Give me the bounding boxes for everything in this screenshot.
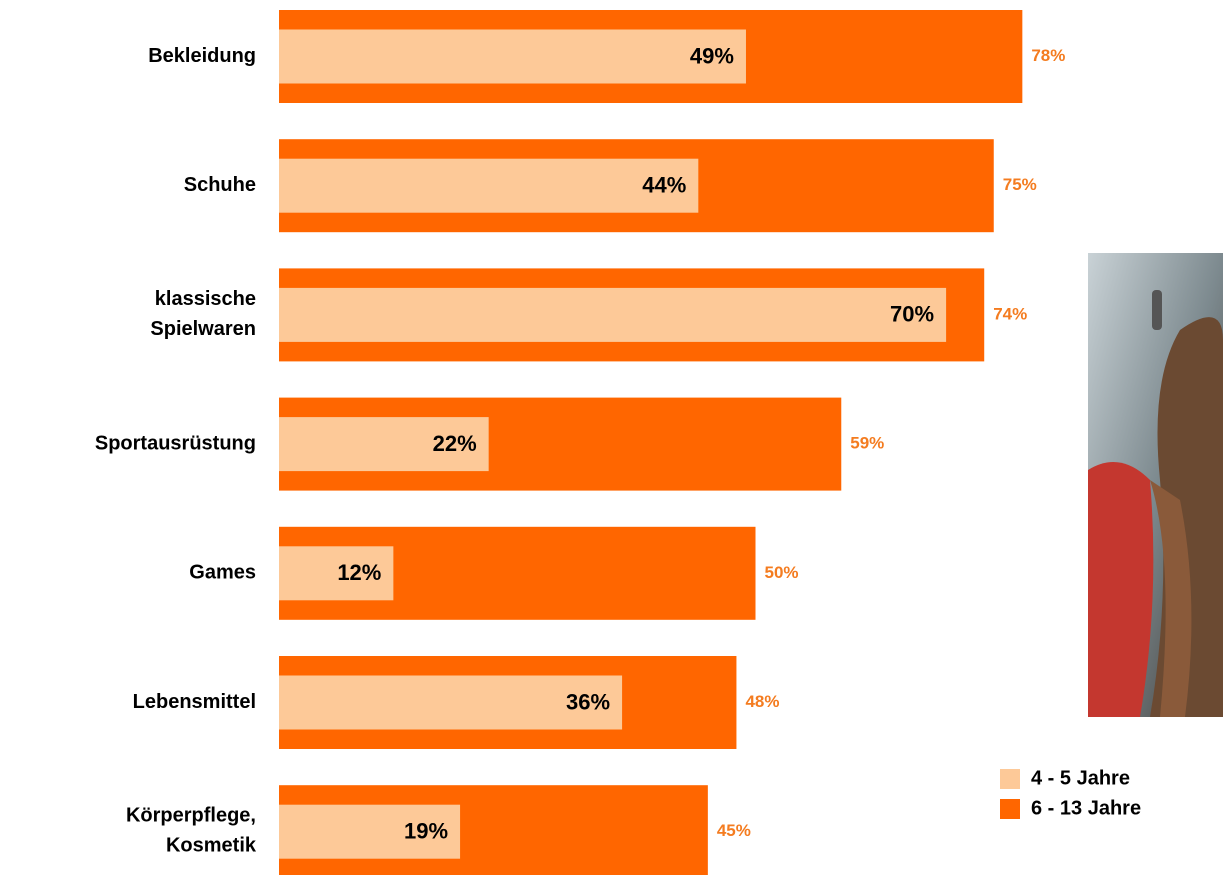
value-label: 74% bbox=[993, 304, 1027, 323]
category-label: Körperpflege, Kosmetik bbox=[126, 805, 257, 857]
category-label: Bekleidung bbox=[148, 45, 256, 67]
value-label: 49% bbox=[690, 43, 734, 68]
legend-swatch bbox=[1000, 769, 1020, 789]
value-label: 59% bbox=[850, 434, 884, 453]
category-label: Schuhe bbox=[184, 174, 256, 196]
bar bbox=[279, 158, 699, 213]
bar bbox=[279, 546, 394, 601]
value-label: 50% bbox=[765, 563, 799, 582]
value-label: 36% bbox=[566, 689, 610, 714]
value-label: 12% bbox=[337, 560, 381, 585]
bar bbox=[279, 29, 746, 84]
bar bbox=[279, 675, 623, 730]
value-label: 19% bbox=[404, 819, 448, 844]
value-label: 48% bbox=[745, 692, 779, 711]
category-label: Lebensmittel bbox=[133, 691, 256, 713]
bar bbox=[279, 287, 947, 342]
bar bbox=[279, 804, 461, 859]
category-label: klassische Spielwaren bbox=[150, 288, 256, 340]
legend-label: 4 - 5 Jahre bbox=[1031, 767, 1130, 789]
value-label: 45% bbox=[717, 821, 751, 840]
value-label: 78% bbox=[1031, 46, 1065, 65]
legend-label: 6 - 13 Jahre bbox=[1031, 797, 1141, 819]
value-label: 70% bbox=[890, 302, 934, 327]
value-label: 22% bbox=[433, 431, 477, 456]
value-label: 75% bbox=[1003, 175, 1037, 194]
photo bbox=[1088, 253, 1223, 717]
bar bbox=[279, 417, 489, 472]
category-label: Sportausrüstung bbox=[95, 432, 256, 454]
value-label: 44% bbox=[642, 173, 686, 198]
category-label: Games bbox=[189, 562, 256, 584]
legend-swatch bbox=[1000, 799, 1020, 819]
